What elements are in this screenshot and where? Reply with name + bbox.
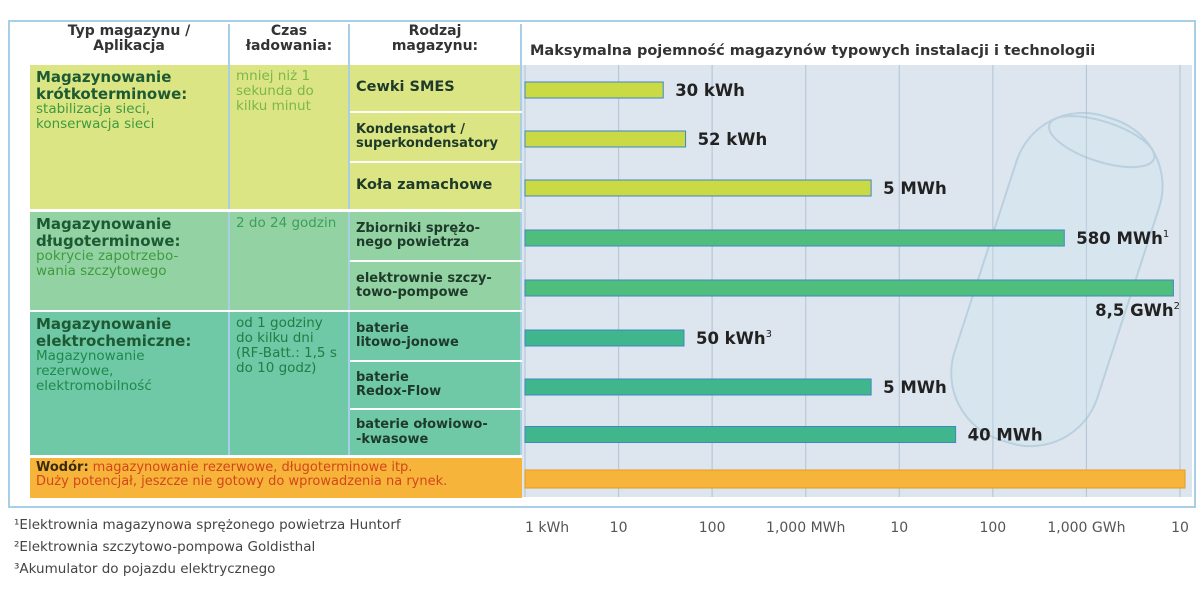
value-label-text: 580 MWh: [1076, 229, 1163, 248]
category-cell: baterie Redox-Flow: [350, 362, 522, 408]
bar: [525, 330, 684, 346]
charging-time: 2 do 24 godzin: [230, 212, 350, 310]
group-description: pokrycie zapotrzebo- wania szczytowego: [36, 249, 222, 279]
bar: [525, 427, 956, 443]
footnote-ref: 3: [766, 329, 772, 340]
column-header: Typ magazynu / Aplikacja: [30, 24, 230, 65]
group-description: stabilizacja sieci, konserwacja sieci: [36, 102, 222, 132]
bar: [525, 230, 1064, 246]
hydrogen-text: magazynowanie rezerwowe, długoterminowe …: [93, 460, 413, 475]
value-label: 8,5 GWh2: [1095, 301, 1180, 320]
value-label-text: 8,5 GWh: [1095, 301, 1173, 320]
group-title: Magazynowanie elektrochemiczne:: [36, 316, 222, 349]
x-tick-label: 100: [699, 520, 726, 536]
value-label-text: 50 kWh: [696, 329, 766, 348]
chart-title: Maksymalna pojemność magazynów typowych …: [530, 44, 1190, 64]
value-label: 40 MWh: [968, 426, 1043, 445]
value-label-text: 5 MWh: [883, 179, 947, 198]
bar: [525, 180, 871, 196]
page: 1 kWh 10 100 1,000 MWh 10 100 1,000 GWh 10 30 kW…: [0, 0, 1203, 599]
value-label-text: 40 MWh: [968, 426, 1043, 445]
footnote-ref: 2: [1174, 301, 1180, 312]
charging-time: mniej niż 1 sekunda do kilku minut: [230, 65, 350, 209]
group-title: Magazynowanie długoterminowe:: [36, 216, 222, 249]
value-label: 5 MWh: [883, 378, 947, 397]
hydrogen-bar: [525, 470, 1185, 488]
value-label-text: 52 kWh: [698, 130, 768, 149]
group-title: Magazynowanie krótkoterminowe:: [36, 69, 222, 102]
column-header: Czas ładowania:: [230, 24, 350, 65]
category-cell: Cewki SMES: [350, 65, 522, 111]
category-cell: Koła zamachowe: [350, 163, 522, 209]
hydrogen-cell: Wodór: magazynowanie rezerwowe, długoterm…: [30, 458, 522, 498]
group-cell: Magazynowanie elektrochemiczne:Magazynow…: [30, 312, 230, 455]
value-label: 580 MWh1: [1076, 229, 1169, 248]
value-label: 50 kWh3: [696, 329, 772, 348]
bar: [525, 131, 686, 147]
category-cell: Zbiorniki sprężo- nego powietrza: [350, 212, 522, 260]
footnote: ²Elektrownia szczytowo-pompowa Goldistha…: [14, 540, 514, 560]
bar: [525, 379, 871, 395]
value-label: 5 MWh: [883, 179, 947, 198]
value-label-text: 30 kWh: [675, 81, 745, 100]
group-cell: Magazynowanie krótkoterminowe:stabilizac…: [30, 65, 230, 209]
group-cell: Magazynowanie długoterminowe:pokrycie za…: [30, 212, 230, 310]
hydrogen-title: Wodór:: [36, 460, 89, 475]
x-tick-label: 10: [1171, 520, 1189, 536]
category-cell: elektrownie szczy- towo-pompowe: [350, 262, 522, 310]
footnote: ³Akumulator do pojazdu elektrycznego: [14, 562, 514, 582]
x-tick-label: 1,000 MWh: [766, 520, 845, 536]
value-label-text: 5 MWh: [883, 378, 947, 397]
x-tick-label: 10: [890, 520, 908, 536]
group-description: Magazynowanie rezerwowe, elektromobilnoś…: [36, 349, 222, 394]
value-label: 52 kWh: [698, 130, 768, 149]
value-label: 30 kWh: [675, 81, 745, 100]
bar: [525, 82, 663, 98]
footnote-ref: 1: [1163, 229, 1169, 240]
category-cell: Kondensatort / superkondensatory: [350, 113, 522, 161]
x-tick-label: 100: [979, 520, 1006, 536]
category-cell: baterie ołowiowo- -kwasowe: [350, 410, 522, 455]
hydrogen-text: Duży potencjał, jeszcze nie gotowy do wp…: [36, 475, 516, 489]
x-tick-label: 1 kWh: [525, 520, 569, 536]
charging-time: od 1 godziny do kilku dni (RF-Batt.: 1,5…: [230, 312, 350, 455]
column-header: Rodzaj magazynu:: [350, 24, 522, 65]
bar: [525, 280, 1173, 296]
footnote: ¹Elektrownia magazynowa sprężonego powie…: [14, 518, 514, 538]
x-tick-label: 1,000 GWh: [1047, 520, 1125, 536]
category-cell: baterie litowo-jonowe: [350, 312, 522, 360]
x-tick-label: 10: [610, 520, 628, 536]
